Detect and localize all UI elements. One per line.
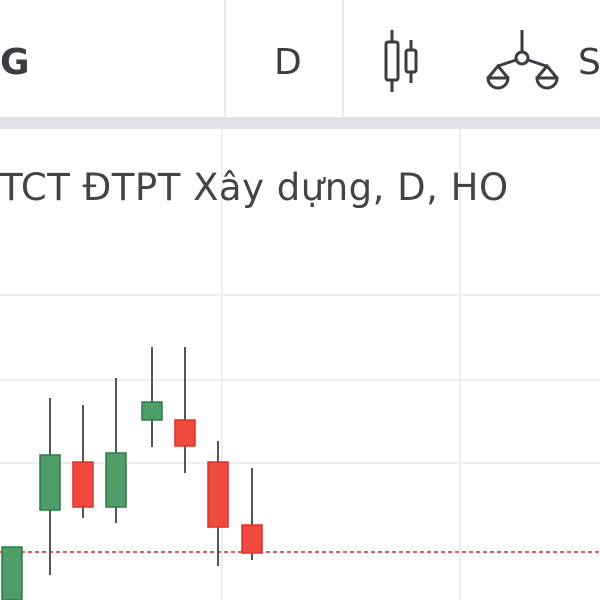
candle-body <box>207 461 229 528</box>
candle-body <box>39 454 61 511</box>
candle-body <box>1 546 23 600</box>
toolbar-divider <box>342 0 344 117</box>
candle-body <box>72 461 94 508</box>
chart-legend-title: TCT ĐTPT Xây dựng, D, HO <box>0 166 509 209</box>
candle-body <box>141 401 163 421</box>
interval-button[interactable]: D <box>274 42 302 83</box>
candle-body <box>174 419 196 447</box>
indicators-scale-icon[interactable] <box>480 0 560 117</box>
candlestick-icon[interactable] <box>375 0 435 117</box>
candle-body <box>241 524 263 554</box>
candle-body <box>105 452 127 508</box>
symbol-search-button[interactable]: G <box>0 42 30 83</box>
indicators-label[interactable]: S <box>578 42 600 83</box>
chart-pane[interactable] <box>0 129 600 600</box>
toolbar-divider <box>224 0 226 117</box>
chart-canvas[interactable] <box>0 129 600 600</box>
toolbar-separator <box>0 117 600 129</box>
top-toolbar: G D S <box>0 0 600 117</box>
